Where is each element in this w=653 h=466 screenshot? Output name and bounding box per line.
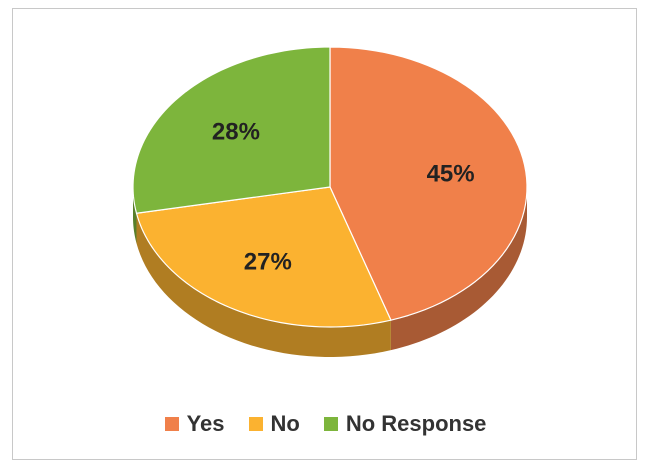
legend-label-no: No bbox=[270, 411, 300, 436]
data-label-yes: 45% bbox=[427, 160, 475, 187]
pie-chart: 45% 27% 28% bbox=[132, 46, 528, 357]
pie-slice-no bbox=[135, 186, 392, 328]
pie-slice-no-response bbox=[132, 46, 331, 214]
chart-frame: 45% 27% 28% Yes No No Response bbox=[12, 8, 637, 460]
legend-item-yes: Yes bbox=[164, 411, 225, 437]
pie-side-yes bbox=[390, 187, 527, 351]
legend-item-no: No bbox=[248, 411, 300, 437]
legend-swatch-no-response bbox=[323, 417, 338, 431]
legend-label-no-response: No Response bbox=[345, 411, 487, 436]
data-label-no: 27% bbox=[244, 249, 292, 276]
legend: Yes No No Response bbox=[13, 411, 638, 437]
legend-item-no-response: No Response bbox=[323, 411, 487, 437]
pie-side-no bbox=[136, 213, 391, 357]
data-label-no-response: 28% bbox=[212, 119, 260, 146]
pie-slice-yes bbox=[329, 46, 528, 321]
legend-label-yes: Yes bbox=[186, 411, 225, 436]
legend-swatch-yes bbox=[164, 417, 179, 431]
legend-swatch-no bbox=[248, 417, 263, 431]
pie-top bbox=[132, 46, 528, 328]
